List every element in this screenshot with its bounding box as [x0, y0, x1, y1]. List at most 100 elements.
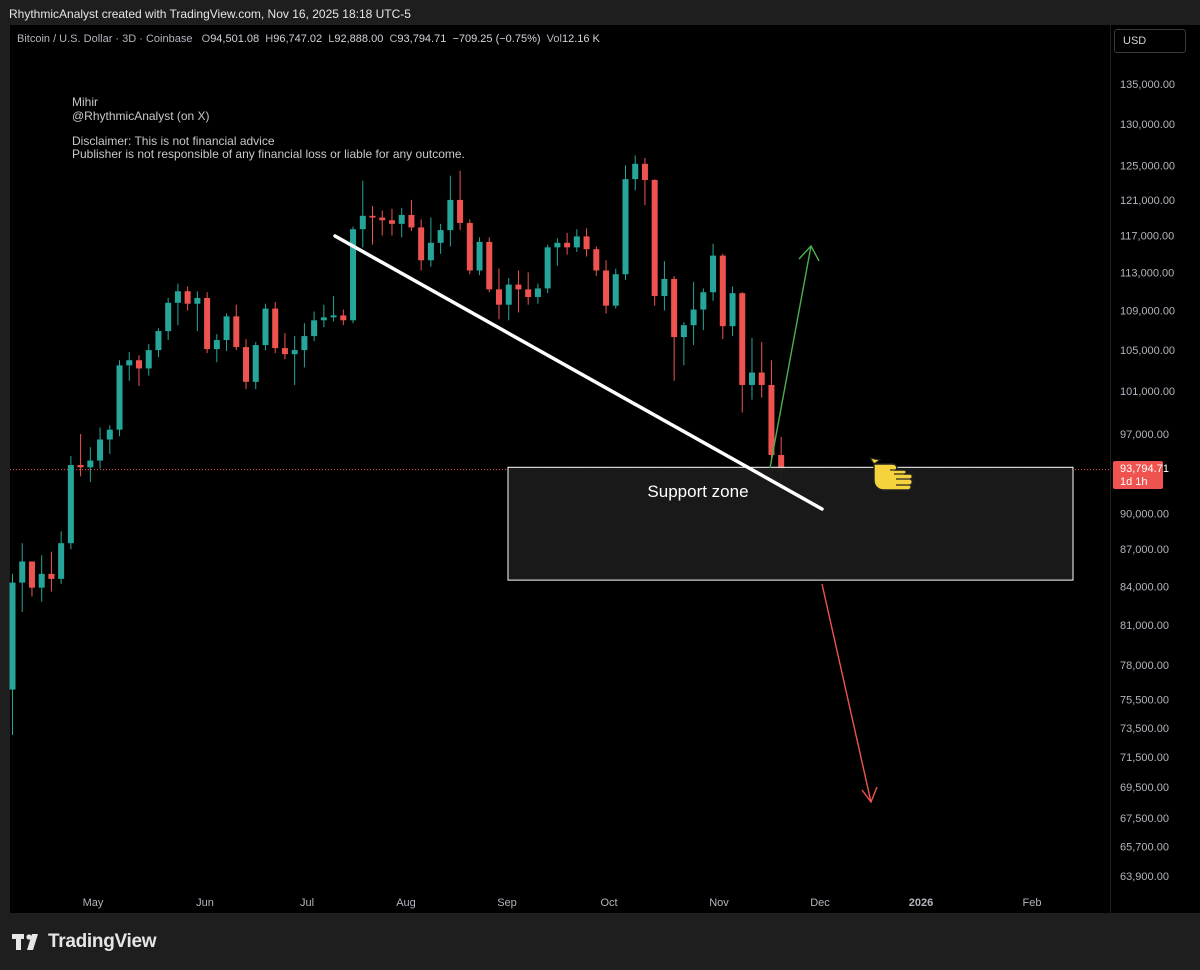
- candle-body: [700, 292, 707, 310]
- author-handle: @RhythmicAnalyst (on X): [72, 109, 210, 123]
- price-tick-label: 63,900.00: [1120, 871, 1169, 883]
- tradingview-logo[interactable]: TradingView: [12, 931, 157, 953]
- candle-body: [486, 241, 493, 290]
- candles-layer: [9, 155, 785, 736]
- disclaimer-line-2: Publisher is not responsible of any fina…: [72, 147, 465, 161]
- price-tick-label: 130,000.00: [1120, 119, 1175, 131]
- price-tick-label: 69,500.00: [1120, 782, 1169, 794]
- candle-body: [758, 372, 765, 385]
- time-tick-label: Jun: [196, 897, 214, 909]
- candle-body: [116, 365, 123, 430]
- candle-body: [661, 278, 668, 297]
- downtrend-line[interactable]: [333, 234, 824, 511]
- candle-body: [534, 288, 541, 298]
- candle-body: [28, 561, 35, 588]
- price-axis-ticks: 135,000.00 130,000.00 125,000.00 121,000.00…: [1120, 79, 1175, 883]
- time-tick-label: Dec: [810, 897, 830, 909]
- price-tick-label: 113,000.00: [1120, 267, 1174, 279]
- candle-body: [174, 291, 181, 303]
- price-tick-label: 101,000.00: [1120, 386, 1175, 398]
- candle-body: [350, 229, 357, 321]
- disclaimer-line-1: Disclaimer: This is not financial advice: [72, 134, 275, 148]
- candle-body: [564, 242, 571, 248]
- change-value: −709.25 (−0.75%): [452, 33, 541, 45]
- candle-body: [505, 284, 512, 305]
- candle-body: [184, 291, 191, 304]
- candle-body: [48, 573, 55, 579]
- candle-body: [525, 289, 532, 298]
- price-tick-label: 97,000.00: [1120, 429, 1169, 441]
- candle-body: [145, 350, 152, 369]
- candle-body: [106, 429, 113, 440]
- candle-body: [573, 236, 580, 248]
- candle-body: [418, 227, 425, 261]
- candle-body: [126, 360, 133, 366]
- candle-body: [466, 222, 473, 271]
- candle-body: [330, 315, 337, 318]
- candle-body: [603, 270, 610, 306]
- tradingview-logo-text: TradingView: [48, 931, 157, 952]
- price-tick-label: 67,500.00: [1120, 813, 1169, 825]
- candle-body: [408, 214, 415, 228]
- time-tick-label: Sep: [497, 897, 517, 909]
- candle-body: [19, 561, 26, 583]
- ohlc-legend: Bitcoin / U.S. Dollar · 3D · Coinbase O9…: [17, 33, 600, 45]
- candle-body: [622, 179, 629, 275]
- green-up-arrow[interactable]: [769, 244, 820, 469]
- time-tick-label: Nov: [709, 897, 729, 909]
- price-tick-label: 117,000.00: [1120, 231, 1174, 243]
- last-price-value: 93,794.71: [1120, 463, 1169, 475]
- support-zone-label: Support zone: [647, 482, 748, 501]
- last-price-tag: 93,794.71 1d 1h: [1113, 461, 1169, 489]
- candle-body: [447, 199, 454, 231]
- candle-body: [38, 573, 45, 588]
- footer-bar: [0, 913, 1200, 970]
- candle-body: [87, 460, 94, 468]
- candle-body: [9, 582, 16, 690]
- close-value: 93,794.71: [397, 33, 447, 45]
- candle-body: [398, 214, 405, 224]
- volume-value: 12.16 K: [561, 33, 600, 45]
- candle-body: [301, 336, 308, 351]
- price-tick-label: 125,000.00: [1120, 160, 1175, 172]
- open-value: 94,501.08: [210, 33, 260, 45]
- support-zone-box[interactable]: [507, 466, 1074, 581]
- candle-body: [778, 454, 785, 470]
- candle-body: [427, 242, 434, 261]
- candle-body: [719, 255, 726, 327]
- candle-body: [135, 360, 142, 369]
- red-down-arrow[interactable]: [821, 583, 878, 804]
- candle-body: [58, 543, 65, 579]
- currency-selector[interactable]: USD: [1114, 29, 1186, 53]
- candle-body: [729, 293, 736, 327]
- candle-body: [651, 179, 658, 297]
- price-tick-label: 135,000.00: [1120, 79, 1175, 91]
- time-tick-label: 2026: [909, 897, 933, 909]
- candle-body: [77, 465, 84, 468]
- high-value: 96,747.02: [273, 33, 323, 45]
- symbol-label[interactable]: Bitcoin / U.S. Dollar · 3D · Coinbase: [17, 33, 193, 45]
- pointing-hand-icon: [868, 457, 913, 491]
- candle-body: [262, 308, 269, 346]
- candle-body: [165, 302, 172, 332]
- candle-body: [768, 384, 775, 455]
- time-axis-ticks: May Jun Jul Aug Sep Oct Nov Dec 2026 Feb: [83, 897, 1042, 909]
- candle-body: [194, 297, 201, 304]
- candle-body: [369, 215, 376, 218]
- price-tick-label: 121,000.00: [1120, 195, 1175, 207]
- candle-body: [554, 242, 561, 248]
- price-tick-label: 73,500.00: [1120, 723, 1169, 735]
- candle-body: [213, 340, 220, 350]
- chart-canvas[interactable]: Support zone 135,000.00 130,000.00 125,000…: [0, 0, 1200, 913]
- candle-body: [155, 331, 162, 351]
- price-tick-label: 75,500.00: [1120, 694, 1169, 706]
- candle-body: [632, 163, 639, 180]
- candle-body: [311, 320, 318, 337]
- candle-body: [281, 348, 288, 355]
- candle-body: [272, 308, 279, 349]
- candle-body: [67, 465, 74, 544]
- candle-body: [739, 293, 746, 385]
- candle-body: [388, 220, 395, 224]
- candle-body: [457, 199, 464, 223]
- price-tick-label: 71,500.00: [1120, 752, 1169, 764]
